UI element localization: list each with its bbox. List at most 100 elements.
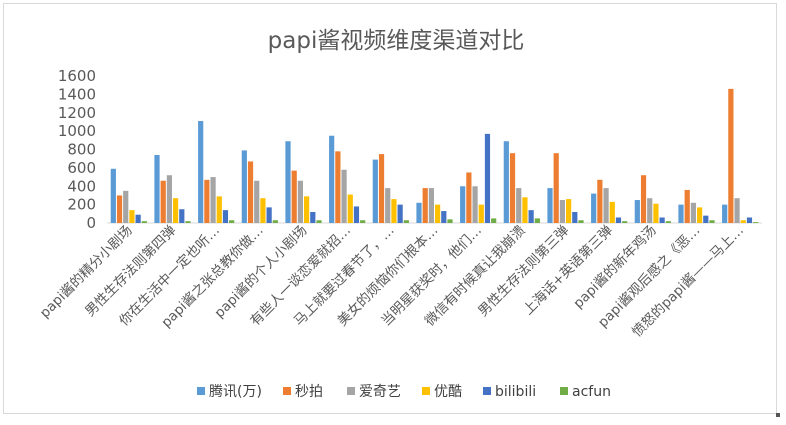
bar	[335, 151, 341, 223]
bar	[653, 203, 659, 223]
bar	[372, 159, 378, 223]
legend-swatch	[422, 387, 430, 395]
bar	[347, 194, 353, 223]
bar	[435, 204, 441, 224]
bar	[310, 211, 316, 223]
bar	[466, 172, 472, 223]
bar	[528, 210, 534, 223]
bar	[647, 198, 653, 223]
bar	[403, 220, 409, 223]
bar	[460, 186, 466, 223]
category-label: papi酱的新年鸡汤	[570, 222, 660, 312]
y-tick-label: 200	[67, 196, 96, 214]
legend-swatch	[197, 387, 205, 395]
bar	[135, 214, 141, 223]
bar	[665, 221, 671, 223]
bar	[572, 211, 578, 223]
bar	[360, 220, 366, 223]
chart-title: papi酱视频维度渠道对比	[268, 28, 525, 54]
legend-label: bilibili	[495, 384, 536, 400]
bar	[634, 200, 640, 223]
bar	[559, 200, 565, 223]
bar	[522, 197, 528, 223]
bar	[204, 179, 210, 223]
category-labels: papi酱的精分小剧场男性生存法则第四弹你在生活中一定也听…papi酱之张总教你…	[37, 222, 747, 341]
bar	[428, 188, 434, 223]
legend-label: 腾讯(万)	[209, 383, 262, 400]
bar	[304, 196, 310, 223]
bar	[378, 154, 385, 223]
bar	[678, 204, 684, 224]
bar	[478, 204, 484, 224]
bar	[241, 150, 247, 223]
legend-swatch	[483, 387, 491, 395]
bar	[622, 221, 628, 223]
bar	[272, 220, 278, 223]
bar	[222, 210, 229, 223]
bar	[734, 198, 740, 223]
bar	[753, 222, 759, 223]
bar	[578, 220, 584, 223]
bar	[198, 121, 204, 223]
bar	[553, 153, 559, 223]
bar	[640, 175, 647, 223]
y-tick-label: 1400	[58, 85, 96, 103]
legend-label: 爱奇艺	[359, 383, 401, 400]
y-tick-label: 1000	[58, 122, 96, 140]
y-tick-label: 1600	[58, 67, 96, 85]
bar	[709, 220, 715, 223]
bar	[154, 155, 160, 223]
legend-swatch	[283, 387, 291, 395]
y-tick-label: 800	[67, 141, 96, 159]
bar	[591, 193, 597, 223]
bar	[266, 207, 272, 223]
bar	[422, 188, 428, 223]
bar	[615, 217, 622, 223]
bar	[123, 190, 129, 223]
bar	[141, 221, 147, 223]
y-tick-label: 400	[67, 177, 96, 195]
bar	[728, 88, 734, 223]
legend: 腾讯(万) 秒拍 爱奇艺 优酷 bilibili acfun	[197, 383, 611, 400]
y-tick-label: 1200	[58, 104, 96, 122]
bar	[216, 196, 222, 223]
bar	[341, 169, 347, 223]
bar	[254, 180, 260, 223]
y-tick-label: 0	[86, 214, 96, 232]
bar	[297, 180, 303, 223]
bar	[160, 180, 166, 223]
legend-label: 优酷	[434, 384, 462, 400]
chart-frame: papi酱视频维度渠道对比 0 200 400 600 800 1000 1200 1400 1…	[3, 3, 777, 414]
bar	[659, 217, 665, 223]
bar	[722, 204, 728, 224]
resize-handle-corner[interactable]	[776, 413, 780, 417]
bar	[285, 141, 291, 223]
bar	[260, 198, 266, 223]
bar	[740, 220, 746, 223]
bar	[509, 153, 516, 223]
bar	[534, 218, 540, 223]
bar	[329, 135, 335, 223]
bar	[609, 201, 615, 223]
bar	[603, 188, 609, 223]
legend-label: 秒拍	[295, 384, 323, 400]
bar	[173, 198, 179, 223]
bar-chart: papi酱视频维度渠道对比 02004006008001000120014001…	[37, 28, 762, 400]
legend-swatch	[560, 387, 568, 395]
bar	[447, 219, 453, 223]
bar	[441, 211, 447, 223]
bar	[472, 186, 478, 223]
bar	[416, 202, 422, 223]
bar	[597, 179, 603, 223]
bar	[316, 220, 322, 223]
bar	[484, 133, 491, 223]
bar	[697, 207, 703, 223]
bar	[129, 210, 135, 223]
bar	[566, 199, 572, 223]
bar	[229, 220, 235, 223]
bar	[291, 170, 297, 223]
bar	[353, 206, 360, 223]
bar	[397, 204, 403, 224]
bar	[185, 221, 191, 223]
bar	[247, 161, 254, 223]
